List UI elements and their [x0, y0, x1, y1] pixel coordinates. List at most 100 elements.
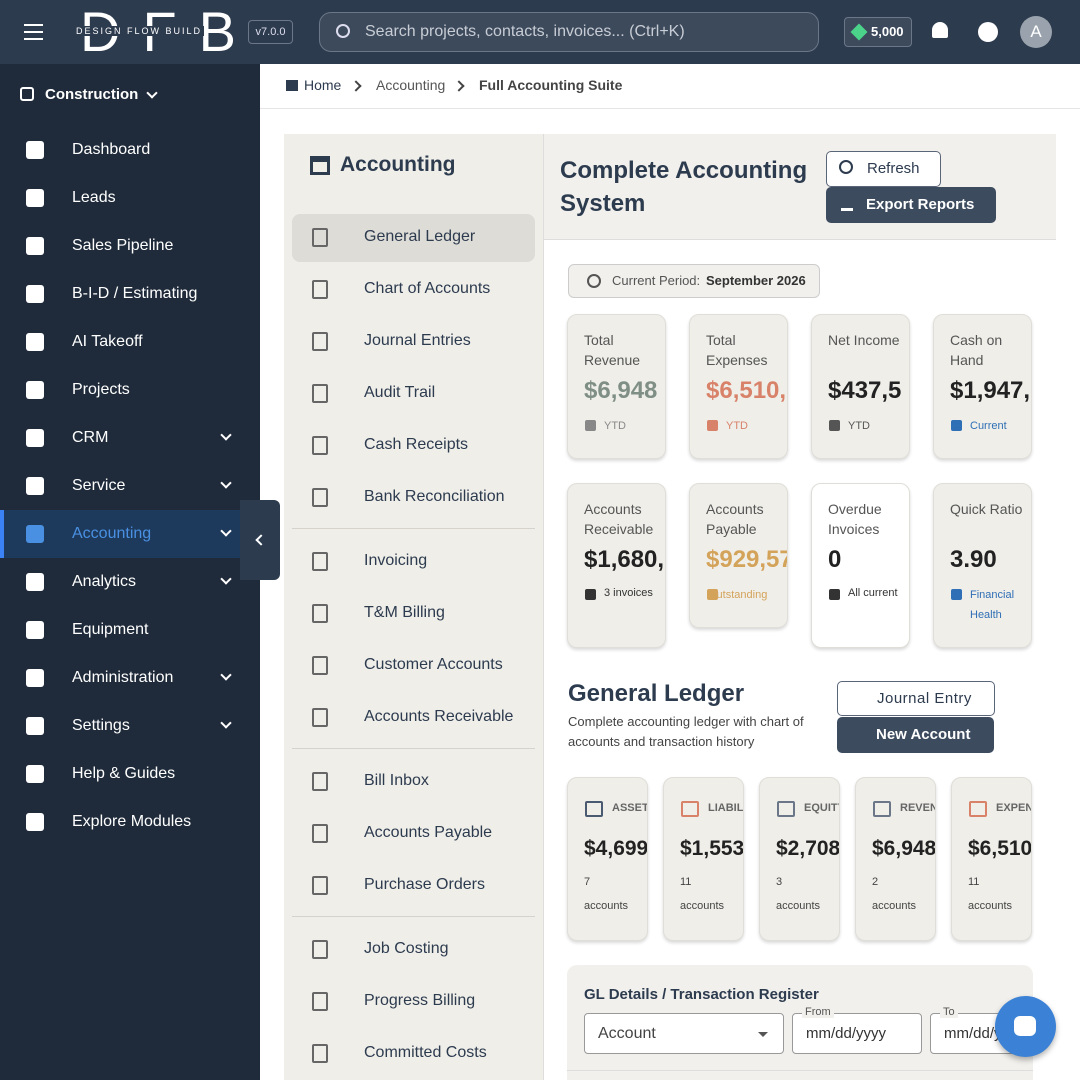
submenu-label: Job Costing: [364, 940, 449, 957]
nav-item[interactable]: Explore Modules: [0, 798, 260, 846]
submenu-item[interactable]: Cash Receipts: [292, 422, 535, 470]
kpi-card: Accounts Payable $929,57 Outstanding: [689, 483, 788, 628]
nav-label: AI Takeoff: [72, 333, 143, 350]
sidebar: [0, 64, 260, 1080]
avatar[interactable]: A: [1020, 16, 1052, 48]
nav-icon: [26, 573, 44, 591]
nav-label: Explore Modules: [72, 813, 192, 830]
home-icon: [286, 80, 298, 91]
credits[interactable]: 5,000: [844, 17, 912, 47]
nav-label: CRM: [72, 429, 109, 446]
date-input[interactable]: mm/dd/yyyy: [792, 1013, 922, 1054]
submenu-item[interactable]: Journal Entries: [292, 318, 535, 366]
submenu-item[interactable]: Progress Billing: [292, 978, 535, 1026]
account-type-icon: [777, 801, 795, 817]
submenu-item[interactable]: Accounts Receivable: [292, 694, 535, 742]
divider: [292, 528, 535, 529]
nav-item[interactable]: Administration: [0, 654, 260, 702]
collapse-tab[interactable]: [240, 500, 280, 580]
account-type-name: ASSET: [612, 802, 648, 814]
kpi-value: $1,947,: [950, 377, 1031, 404]
nav-item[interactable]: Sales Pipeline: [0, 222, 260, 270]
nav-icon: [26, 429, 44, 447]
nav-item[interactable]: B-I-D / Estimating: [0, 270, 260, 318]
kpi-value: $6,510,: [706, 377, 787, 404]
nav-icon: [26, 381, 44, 399]
nav-item[interactable]: Leads: [0, 174, 260, 222]
submenu-item[interactable]: Invoicing: [292, 538, 535, 586]
period-value: September 2026: [706, 273, 806, 288]
gl-divider: [567, 1070, 1033, 1071]
submenu-label: T&M Billing: [364, 604, 445, 621]
account-unit: accounts: [680, 900, 725, 912]
menu-icon: [24, 38, 43, 40]
chat-button[interactable]: [995, 996, 1056, 1057]
kpi-note-icon: [707, 420, 718, 431]
nav-icon: [26, 717, 44, 735]
icon: [839, 160, 853, 174]
submenu-icon: [312, 552, 328, 571]
kpi-note: Financial Health: [970, 589, 1015, 621]
account-type-value: $2,708: [776, 837, 840, 860]
search-box[interactable]: Search projects, contacts, invoices... (…: [319, 12, 819, 52]
submenu-item[interactable]: Bank Reconciliation: [292, 474, 535, 522]
workspace[interactable]: Construction: [45, 86, 139, 103]
new-account-button[interactable]: New Account: [837, 717, 994, 753]
account-unit: accounts: [584, 900, 629, 912]
submenu-label: Purchase Orders: [364, 876, 485, 893]
nav-item[interactable]: AI Takeoff: [0, 318, 260, 366]
submenu-item[interactable]: Job Costing: [292, 926, 535, 974]
chevron: [220, 429, 232, 441]
submenu-item[interactable]: Customer Accounts: [292, 642, 535, 690]
help[interactable]: [978, 22, 998, 42]
nav-item[interactable]: Analytics: [0, 558, 260, 606]
kpi-note: All current: [848, 587, 898, 599]
submenu-item[interactable]: General Ledger: [292, 214, 535, 262]
submenu-item[interactable]: Audit Trail: [292, 370, 535, 418]
submenu-label: Invoicing: [364, 552, 428, 569]
kpi-label: Overdue Invoices: [828, 501, 882, 537]
nav-label: Leads: [72, 189, 116, 206]
submenu-item[interactable]: Bill Inbox: [292, 758, 535, 806]
nav-item[interactable]: Settings: [0, 702, 260, 750]
account-type-value: $6,510: [968, 837, 1032, 860]
submenu-item[interactable]: Committed Costs: [292, 1030, 535, 1078]
nav-item[interactable]: Accounting: [0, 510, 240, 558]
nav-label: Settings: [72, 717, 130, 734]
nav-item[interactable]: Help & Guides: [0, 750, 260, 798]
kpi-note-icon: [707, 589, 718, 600]
account-type-icon: [681, 801, 699, 817]
nav-item[interactable]: Dashboard: [0, 126, 260, 174]
submenu-item[interactable]: Chart of Accounts: [292, 266, 535, 314]
version: v7.0.0: [248, 20, 293, 44]
breadcrumb-item[interactable]: Home: [304, 77, 342, 93]
account-count: 2: [872, 876, 879, 888]
breadcrumb-item[interactable]: Accounting: [376, 77, 446, 93]
nav-item[interactable]: Projects: [0, 366, 260, 414]
export-button[interactable]: Export Reports: [826, 187, 996, 223]
divider: [292, 916, 535, 917]
account-type-icon: [873, 801, 891, 817]
submenu-item[interactable]: Accounts Payable: [292, 810, 535, 858]
kpi-note-icon: [951, 589, 962, 600]
submenu-item[interactable]: T&M Billing: [292, 590, 535, 638]
nav-label: Sales Pipeline: [72, 237, 174, 254]
account-type-card: ASSET $4,699 7 accounts: [567, 777, 648, 941]
nav-item[interactable]: Equipment: [0, 606, 260, 654]
nav-item[interactable]: CRM: [0, 414, 260, 462]
submenu-title: Accounting: [340, 153, 456, 176]
submenu-icon: [312, 604, 328, 623]
kpi-note-icon: [829, 589, 840, 600]
account-select[interactable]: Account: [584, 1013, 784, 1054]
account-type-card: EXPENS $6,510 11 accounts: [951, 777, 1032, 941]
kpi-value: $1,680,: [584, 546, 665, 573]
submenu-item[interactable]: Purchase Orders: [292, 862, 535, 910]
kpi-card: Cash on Hand $1,947, Current: [933, 314, 1032, 459]
submenu-icon: [312, 992, 328, 1011]
bell[interactable]: [932, 22, 948, 38]
kpi-note-icon: [585, 589, 596, 600]
nav-item[interactable]: Service: [0, 462, 260, 510]
submenu-label: Accounts Payable: [364, 824, 493, 841]
chat-icon: [1014, 1016, 1036, 1036]
journal-entry-button[interactable]: Journal Entry: [837, 681, 995, 716]
